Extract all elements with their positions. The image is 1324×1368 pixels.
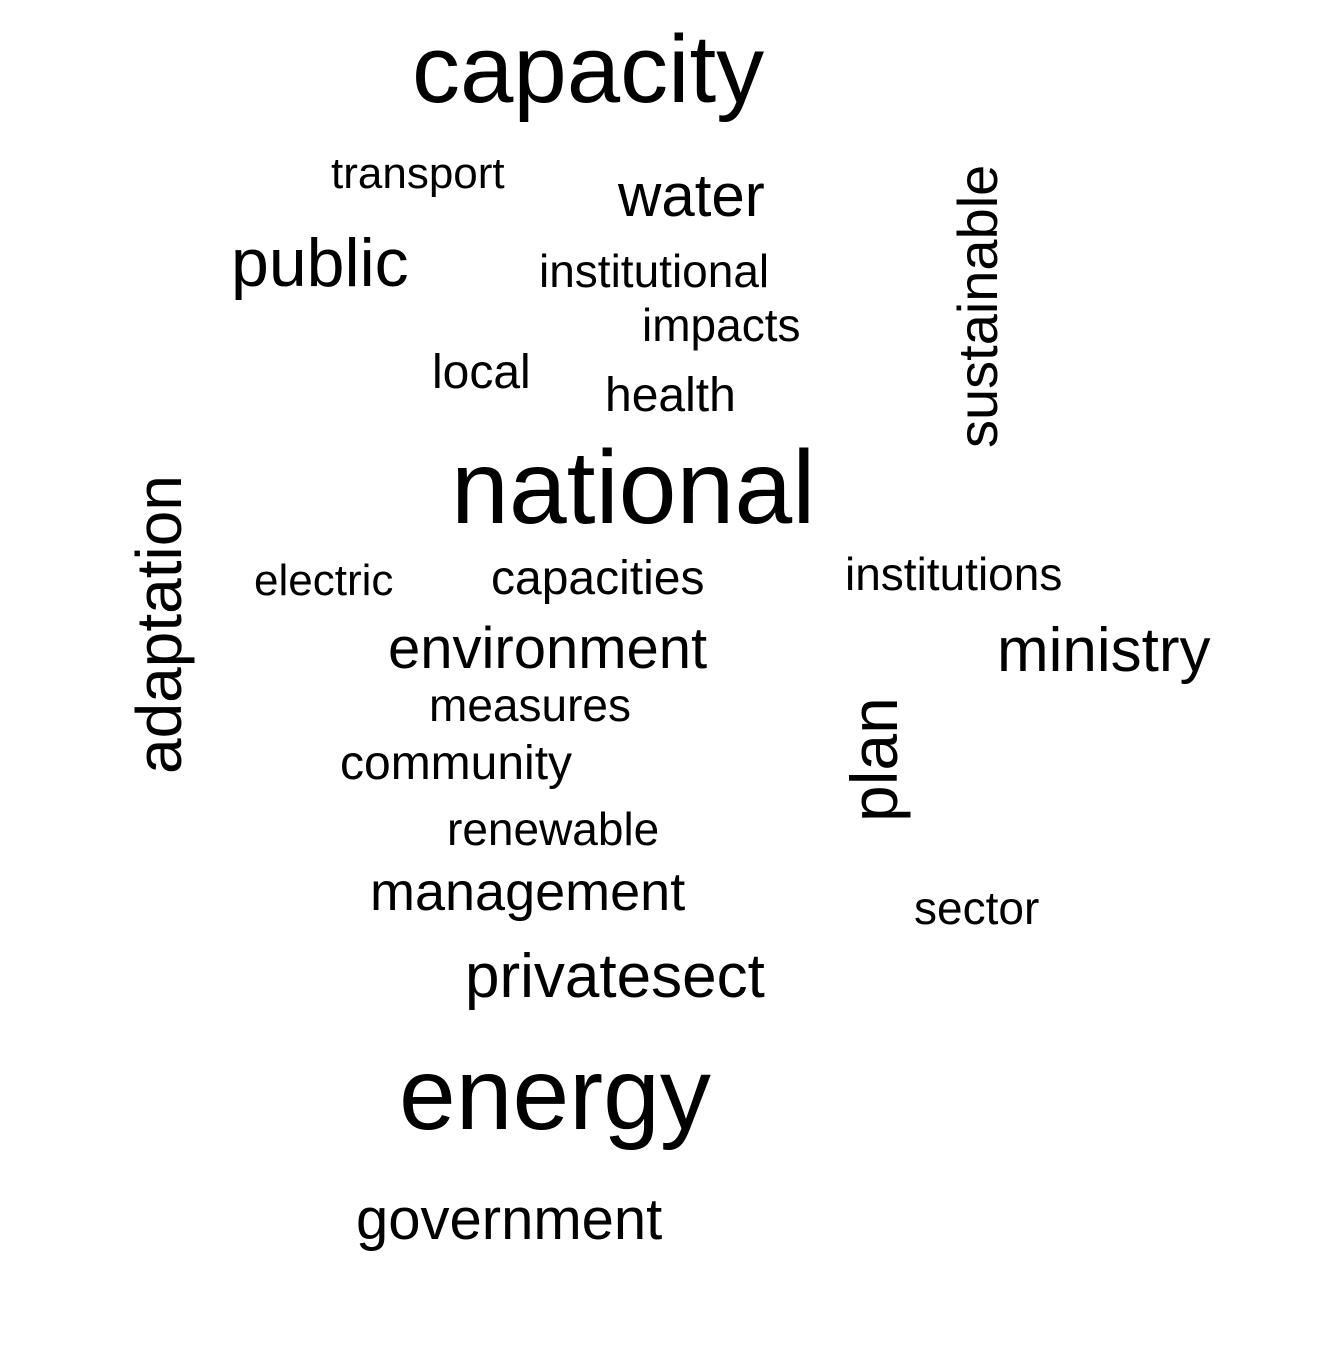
word-institutional: institutional bbox=[539, 245, 770, 297]
word-government: government bbox=[356, 1187, 663, 1252]
word-capacities: capacities bbox=[491, 552, 705, 605]
word-water: water bbox=[618, 162, 765, 229]
word-measures: measures bbox=[429, 679, 631, 731]
word-institutions: institutions bbox=[845, 548, 1063, 600]
word-renewable: renewable bbox=[447, 803, 660, 855]
word-plan: plan bbox=[837, 697, 911, 822]
word-energy: energy bbox=[399, 1037, 711, 1151]
word-ministry: ministry bbox=[997, 616, 1211, 685]
word-public: public bbox=[231, 225, 409, 301]
word-national: national bbox=[451, 430, 816, 546]
word-environment: environment bbox=[388, 616, 708, 681]
word-electric: electric bbox=[254, 556, 394, 605]
word-capacity: capacity bbox=[412, 16, 765, 123]
word-adaptation: adaptation bbox=[123, 475, 195, 774]
word-sustainable: sustainable bbox=[946, 164, 1009, 448]
word-health: health bbox=[605, 369, 736, 422]
word-local: local bbox=[432, 346, 531, 399]
word-transport: transport bbox=[331, 149, 505, 198]
word-management: management bbox=[370, 862, 686, 922]
word-privatesect: privatesect bbox=[465, 942, 765, 1011]
word-impacts: impacts bbox=[642, 299, 801, 351]
word-community: community bbox=[340, 737, 573, 790]
word-sector: sector bbox=[914, 882, 1040, 934]
